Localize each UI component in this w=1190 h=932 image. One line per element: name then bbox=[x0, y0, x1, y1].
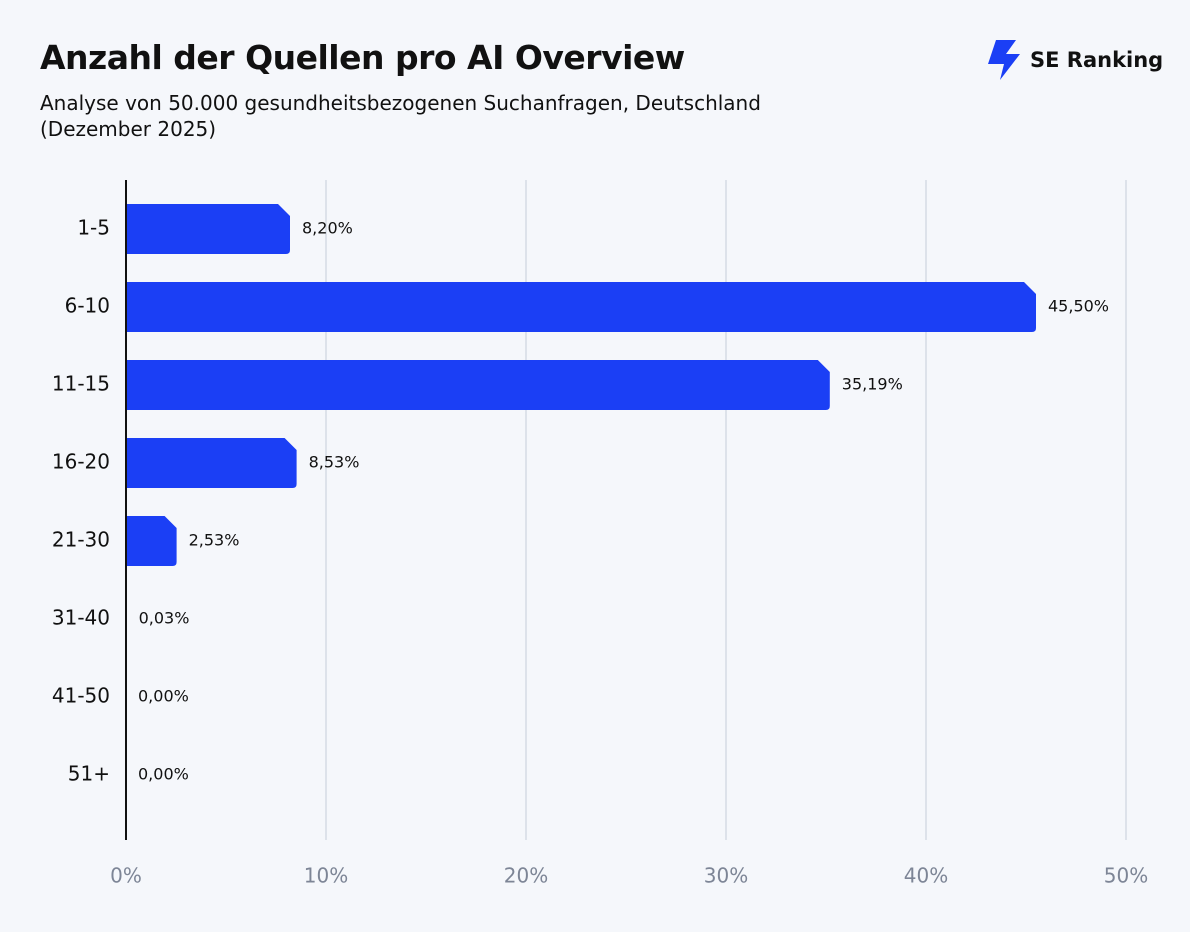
bar bbox=[126, 360, 830, 410]
y-tick-label: 11-15 bbox=[52, 372, 110, 396]
bar bbox=[126, 204, 290, 254]
logo-text: SE Ranking bbox=[1030, 48, 1164, 72]
x-tick-label: 10% bbox=[304, 864, 348, 888]
logo-icon bbox=[988, 40, 1020, 80]
x-tick-label: 0% bbox=[110, 864, 142, 888]
y-tick-label: 6-10 bbox=[65, 294, 110, 318]
bar bbox=[126, 282, 1036, 332]
y-tick-label: 31-40 bbox=[52, 606, 110, 630]
chart-subtitle: Analyse von 50.000 gesundheitsbezogenen … bbox=[40, 91, 761, 141]
y-tick-label: 1-5 bbox=[77, 216, 110, 240]
value-label: 35,19% bbox=[842, 375, 903, 394]
x-tick-label: 20% bbox=[504, 864, 548, 888]
x-tick-label: 40% bbox=[904, 864, 948, 888]
logo: SE Ranking bbox=[986, 40, 1163, 80]
value-label: 8,53% bbox=[309, 453, 360, 472]
value-label: 0,03% bbox=[139, 609, 190, 628]
y-tick-label: 21-30 bbox=[52, 528, 110, 552]
x-tick-label: 30% bbox=[704, 864, 748, 888]
x-tick-label: 50% bbox=[1104, 864, 1148, 888]
y-tick-label: 41-50 bbox=[52, 684, 110, 708]
value-label: 0,00% bbox=[138, 765, 189, 784]
chart-title: Anzahl der Quellen pro AI Overview bbox=[40, 38, 685, 77]
value-label: 0,00% bbox=[138, 687, 189, 706]
value-label: 2,53% bbox=[189, 531, 240, 550]
bar bbox=[126, 516, 177, 566]
value-label: 8,20% bbox=[302, 219, 353, 238]
y-tick-label: 51+ bbox=[68, 762, 110, 786]
value-label: 45,50% bbox=[1048, 297, 1109, 316]
y-tick-label: 16-20 bbox=[52, 450, 110, 474]
bar bbox=[126, 438, 297, 488]
